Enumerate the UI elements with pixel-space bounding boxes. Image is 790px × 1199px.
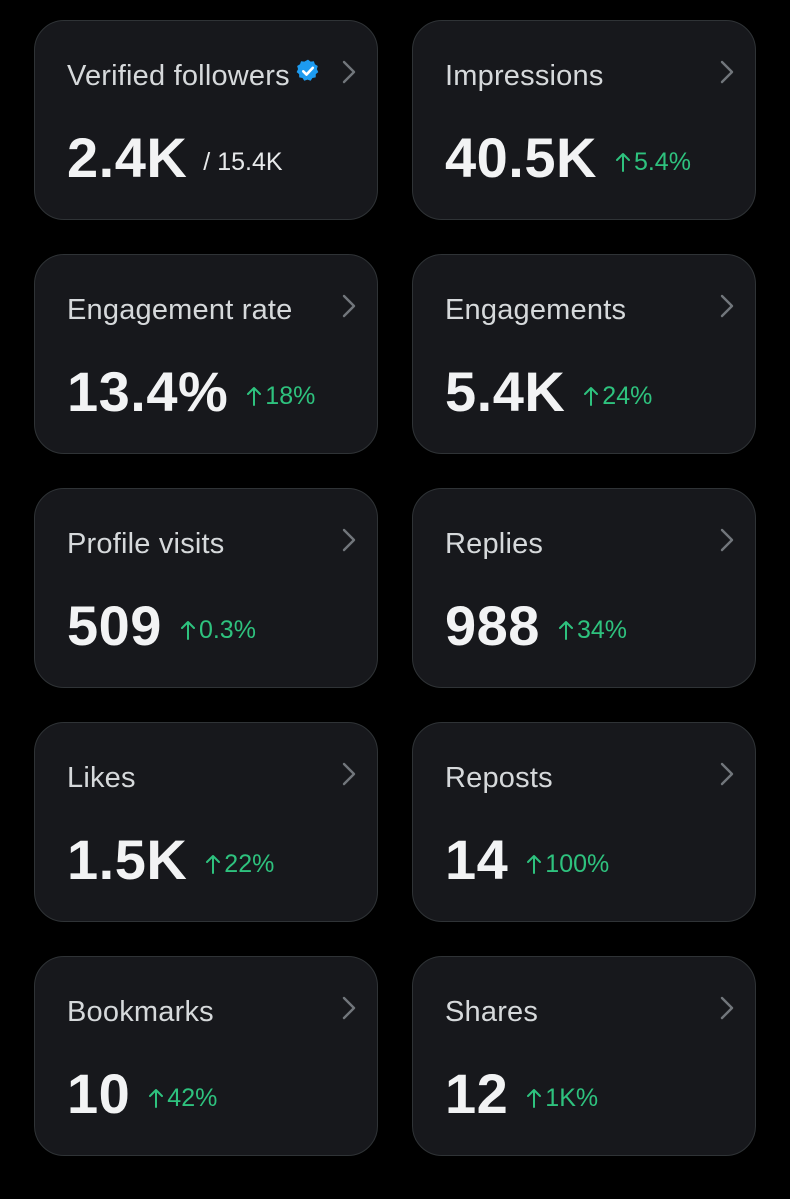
metric-title: Shares [445,995,539,1028]
chevron-right-icon [341,995,357,1021]
metric-title: Engagement rate [67,293,293,326]
chevron-right-icon [719,527,735,553]
metric-delta: 24% [583,382,652,411]
metric-delta-value: 0.3% [198,615,256,644]
metric-value: 40.5K [445,125,597,189]
metric-delta-value: 24% [602,381,653,410]
chevron-right-icon [341,761,357,787]
metric-card-verified-followers[interactable]: Verified followers 2.4K / 15.4K [34,20,378,220]
metric-delta: 1K% [526,1084,598,1113]
metric-value-row: 2.4K / 15.4K [67,117,283,197]
metric-title: Replies [445,527,544,560]
metric-delta-value: 1K% [545,1083,599,1112]
metric-value: 12 [445,1061,509,1125]
chevron-right-icon [719,761,735,787]
chevron-right-icon [341,527,357,553]
arrow-up-icon [526,853,542,875]
arrow-up-icon [615,151,631,173]
metric-title: Bookmarks [67,995,214,1028]
metric-value: 1.5K [67,827,188,891]
metric-delta-value: 22% [224,849,275,878]
metric-card-reposts[interactable]: Reposts 14 100% [412,722,756,922]
metric-value-row: 10 42% [67,1053,217,1133]
metric-title: Engagements [445,293,627,326]
metric-card-bookmarks[interactable]: Bookmarks 10 42% [34,956,378,1156]
arrow-up-icon [180,619,196,641]
metric-title: Reposts [445,761,553,794]
metric-delta-value: 100% [545,849,610,878]
metric-delta: 42% [148,1084,217,1113]
metric-title: Impressions [445,59,604,92]
metric-card-engagement-rate[interactable]: Engagement rate 13.4% 18% [34,254,378,454]
metric-value-row: 5.4K 24% [445,351,652,431]
arrow-up-icon [583,385,599,407]
arrow-up-icon [526,1087,542,1109]
arrow-up-icon [205,853,221,875]
metric-delta: 0.3% [180,616,256,645]
metric-delta: 5.4% [615,148,691,177]
metric-value: 988 [445,593,540,657]
metric-card-engagements[interactable]: Engagements 5.4K 24% [412,254,756,454]
metric-value-row: 12 1K% [445,1053,598,1133]
metric-delta-value: 42% [167,1083,218,1112]
metric-value: 10 [67,1061,131,1125]
metric-value: 13.4% [67,359,229,423]
metric-value-row: 40.5K 5.4% [445,117,691,197]
metric-value-row: 1.5K 22% [67,819,274,899]
metric-card-impressions[interactable]: Impressions 40.5K 5.4% [412,20,756,220]
metric-total: / 15.4K [203,147,283,176]
metric-title: Likes [67,761,136,794]
metric-value-row: 14 100% [445,819,609,899]
metric-value-row: 988 34% [445,585,627,665]
metric-delta-value: 34% [576,615,627,644]
metric-value: 509 [67,593,162,657]
metric-delta-value: 5.4% [633,147,691,176]
chevron-right-icon [719,293,735,319]
arrow-up-icon [246,385,262,407]
metric-value-row: 509 0.3% [67,585,256,665]
arrow-up-icon [558,619,574,641]
metric-delta: 100% [526,850,609,879]
metrics-grid: Verified followers 2.4K / 15.4K Impressi… [34,20,756,1156]
metric-delta: 18% [246,382,315,411]
metric-card-replies[interactable]: Replies 988 34% [412,488,756,688]
metric-value: 5.4K [445,359,566,423]
metric-card-likes[interactable]: Likes 1.5K 22% [34,722,378,922]
metric-card-profile-visits[interactable]: Profile visits 509 0.3% [34,488,378,688]
metric-value-row: 13.4% 18% [67,351,315,431]
chevron-right-icon [341,59,357,85]
metric-card-shares[interactable]: Shares 12 1K% [412,956,756,1156]
verified-badge-icon [295,58,321,84]
chevron-right-icon [719,59,735,85]
metric-title: Verified followers [67,59,290,92]
metric-delta: 34% [558,616,627,645]
metric-value: 14 [445,827,509,891]
chevron-right-icon [341,293,357,319]
arrow-up-icon [148,1087,164,1109]
chevron-right-icon [719,995,735,1021]
metric-title: Profile visits [67,527,225,560]
metric-delta-value: 18% [265,381,316,410]
metric-value: 2.4K [67,125,188,189]
metric-delta: 22% [205,850,274,879]
